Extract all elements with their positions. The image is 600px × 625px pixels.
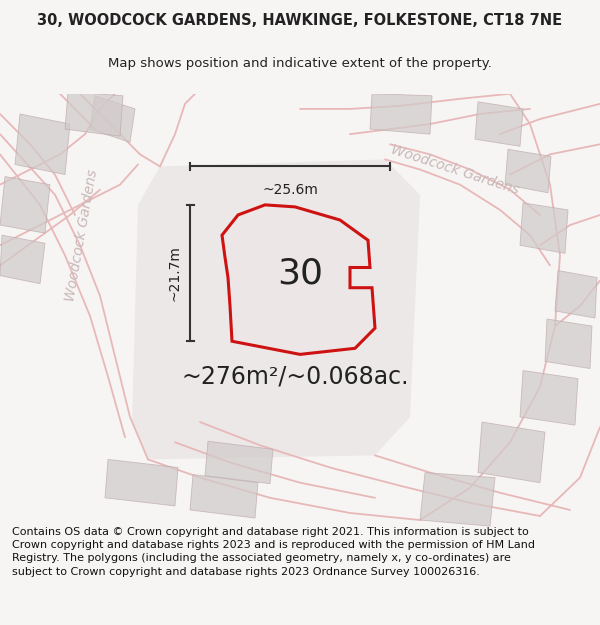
Polygon shape	[15, 114, 70, 174]
Polygon shape	[190, 474, 258, 518]
Polygon shape	[105, 459, 178, 506]
Text: 30: 30	[277, 256, 323, 291]
Text: Woodcock Gardens: Woodcock Gardens	[389, 142, 521, 197]
Polygon shape	[420, 472, 495, 526]
Polygon shape	[222, 205, 375, 354]
Text: Contains OS data © Crown copyright and database right 2021. This information is : Contains OS data © Crown copyright and d…	[12, 527, 535, 576]
Text: 30, WOODCOCK GARDENS, HAWKINGE, FOLKESTONE, CT18 7NE: 30, WOODCOCK GARDENS, HAWKINGE, FOLKESTO…	[37, 13, 563, 28]
Polygon shape	[90, 96, 135, 142]
Polygon shape	[65, 92, 123, 136]
Polygon shape	[475, 102, 523, 146]
Text: ~21.7m: ~21.7m	[167, 245, 181, 301]
Polygon shape	[478, 422, 545, 482]
Polygon shape	[505, 149, 551, 192]
Polygon shape	[520, 371, 578, 425]
Polygon shape	[520, 203, 568, 253]
Polygon shape	[132, 159, 420, 459]
Text: ~276m²/~0.068ac.: ~276m²/~0.068ac.	[181, 364, 409, 389]
Text: Map shows position and indicative extent of the property.: Map shows position and indicative extent…	[108, 58, 492, 70]
Polygon shape	[205, 441, 273, 484]
Polygon shape	[0, 235, 45, 284]
Polygon shape	[370, 94, 432, 134]
Text: ~25.6m: ~25.6m	[262, 182, 318, 197]
Polygon shape	[0, 177, 50, 233]
Text: Woodcock Gardens: Woodcock Gardens	[64, 168, 101, 302]
Polygon shape	[555, 271, 597, 318]
Polygon shape	[545, 319, 592, 369]
